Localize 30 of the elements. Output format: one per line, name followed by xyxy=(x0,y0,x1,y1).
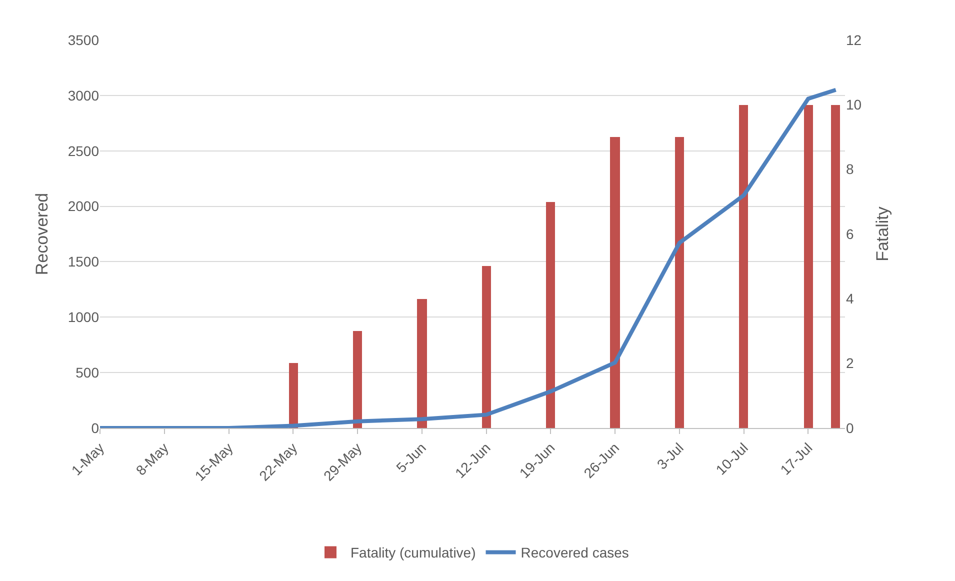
bar xyxy=(353,331,362,428)
bar xyxy=(546,202,555,428)
line-series xyxy=(100,88,838,428)
y-axis-title: Recovered xyxy=(32,192,52,276)
bar xyxy=(482,266,491,428)
legend-label: Fatality (cumulative) xyxy=(350,544,476,561)
y-tick-label: 2000 xyxy=(68,198,100,214)
y-tick-label: 500 xyxy=(76,364,100,380)
y2-tick-label: 2 xyxy=(846,355,854,372)
y-tick-label: 2500 xyxy=(68,142,100,159)
legend-label: Recovered cases xyxy=(520,544,629,561)
bar xyxy=(804,105,813,428)
y2-tick-label: 10 xyxy=(846,96,862,113)
y2-tick-label: 12 xyxy=(846,32,862,48)
y-tick-label: 0 xyxy=(91,420,100,436)
bar xyxy=(610,137,620,428)
y-tick-label: 1500 xyxy=(68,254,100,270)
y2-axis-title: Fatality xyxy=(873,206,892,262)
y2-tick-label: 4 xyxy=(846,290,854,307)
y2-tick-label: 8 xyxy=(846,161,854,178)
y-tick-label: 1000 xyxy=(68,309,100,326)
bar xyxy=(289,363,298,428)
y-tick-label: 3000 xyxy=(68,87,100,104)
y2-tick-label: 0 xyxy=(846,420,854,436)
y-tick-label: 3500 xyxy=(68,32,100,48)
y2-tick-label: 6 xyxy=(846,226,854,242)
bar xyxy=(675,137,684,428)
bar xyxy=(831,105,840,428)
bar xyxy=(417,299,427,428)
bar xyxy=(739,105,748,428)
